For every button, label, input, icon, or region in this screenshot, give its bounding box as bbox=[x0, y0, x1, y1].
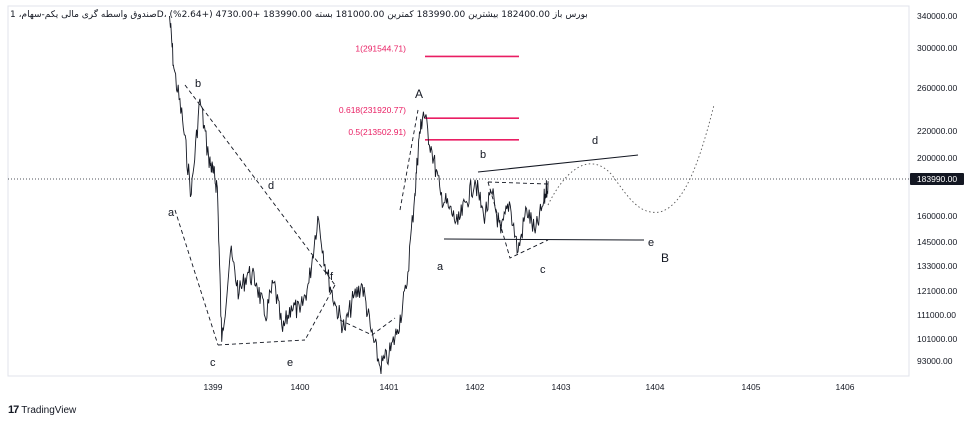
change-value: +4730.00 (+2.64%) bbox=[169, 10, 261, 20]
time-tick-label: 1400 bbox=[291, 382, 310, 392]
projection-path bbox=[547, 104, 715, 213]
price-tick-label: 101000.00 bbox=[917, 334, 957, 344]
price-tick-label: 300000.00 bbox=[917, 43, 957, 53]
time-tick-label: 1402 bbox=[466, 382, 485, 392]
high-value: بیشترین 183990.00 bbox=[416, 10, 499, 20]
time-axis[interactable]: 1399 1400 1401 1402 1403 1404 1405 1406 bbox=[204, 382, 855, 392]
price-tick-label: 121000.00 bbox=[917, 286, 957, 296]
wave-label-B: B bbox=[661, 251, 669, 265]
fib-level-label: 0.618(231920.77) bbox=[339, 105, 406, 115]
wave-label-d1: d bbox=[268, 180, 274, 192]
fib-level-label: 0.5(213502.91) bbox=[348, 127, 406, 137]
low-value: کمترین 181000.00 bbox=[335, 10, 414, 20]
wave-label-b1: b bbox=[195, 78, 201, 90]
wave-f-dashed bbox=[304, 284, 336, 341]
plot-frame bbox=[7, 5, 910, 377]
wave-label-c1: c bbox=[210, 357, 216, 369]
symbol-title: صندوق واسطه گری مالی یکم-سهام، 1D، بورس bbox=[10, 10, 588, 20]
wave-label-a1: a bbox=[168, 207, 175, 219]
wave-A-up-dashed bbox=[399, 109, 419, 211]
fib-level-label: 1(291544.71) bbox=[355, 43, 406, 53]
price-tick-label: 200000.00 bbox=[917, 153, 957, 163]
time-tick-label: 1405 bbox=[742, 382, 761, 392]
close-value: بسته 183990.00 bbox=[263, 10, 333, 20]
trough-dashed bbox=[339, 317, 396, 336]
wave-label-c2: c bbox=[540, 264, 546, 276]
wave-label-e1: e bbox=[287, 357, 293, 369]
triangle-upper-line bbox=[477, 154, 639, 173]
wave-label-a2: a bbox=[437, 261, 444, 273]
time-tick-label: 1404 bbox=[646, 382, 665, 392]
wave-label-A: A bbox=[415, 87, 423, 101]
wave-label-f1: f bbox=[330, 271, 334, 283]
last-price-badge bbox=[910, 173, 964, 185]
price-tick-label: 260000.00 bbox=[917, 83, 957, 93]
price-tick-label: 133000.00 bbox=[917, 261, 957, 271]
price-tick-label: 111000.00 bbox=[917, 310, 956, 320]
triangle-bottom-dashed bbox=[487, 181, 549, 259]
tradingview-name: TradingView bbox=[21, 404, 77, 416]
price-tick-label: 93000.00 bbox=[917, 356, 953, 366]
tradingview-logo-icon: 17 bbox=[8, 404, 19, 416]
price-tick-label: 145000.00 bbox=[917, 237, 957, 247]
time-tick-label: 1401 bbox=[380, 382, 399, 392]
fib-levels: 1(291544.71) 0.618(231920.77) 0.5(213502.9… bbox=[339, 43, 519, 141]
wave-drawings bbox=[174, 84, 715, 346]
triangle-lower-line bbox=[443, 238, 645, 241]
wave-label-e2: e bbox=[648, 237, 654, 249]
price-tick-label: 340000.00 bbox=[917, 11, 957, 21]
wave-a-c-dashed bbox=[174, 209, 219, 346]
wave-b-d-dashed bbox=[184, 84, 336, 286]
wave-label-d2: d bbox=[592, 135, 598, 147]
wave-c-e-dashed bbox=[217, 339, 306, 346]
time-tick-label: 1399 bbox=[204, 382, 223, 392]
time-tick-label: 1406 bbox=[836, 382, 855, 392]
time-tick-label: 1403 bbox=[552, 382, 571, 392]
wave-label-b2: b bbox=[480, 149, 486, 161]
last-price-badge-text: 183990.00 bbox=[917, 174, 957, 184]
price-tick-label: 160000.00 bbox=[917, 211, 957, 221]
tradingview-brand[interactable]: 17 TradingView bbox=[8, 404, 76, 416]
triangle-top-dashed bbox=[487, 181, 549, 185]
chart-header: صندوق واسطه گری مالی یکم-سهام، 1D، بورس … bbox=[10, 10, 588, 20]
wave-labels: a b c d e f A a b c d e B bbox=[168, 78, 669, 369]
price-series-line bbox=[169, 15, 549, 375]
price-tick-label: 220000.00 bbox=[917, 126, 957, 136]
open-value: باز 182400.00 bbox=[501, 10, 563, 20]
price-axis[interactable]: 340000.00 300000.00 260000.00 220000.00 2000… bbox=[917, 11, 957, 366]
